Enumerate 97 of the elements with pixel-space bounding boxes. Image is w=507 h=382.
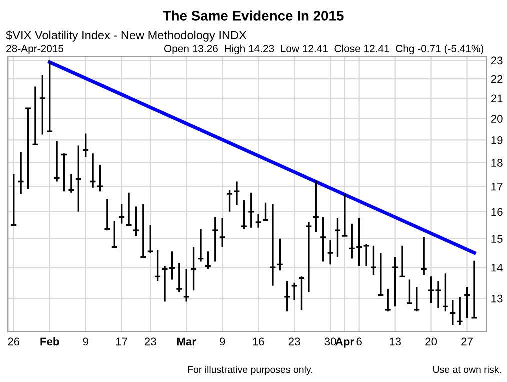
candlestick [46,62,54,132]
y-tick-label: 22 [491,75,503,84]
candlestick [125,192,133,226]
candlestick [176,262,183,294]
y-tick-label: 21 [491,94,503,103]
x-tick-label: 13 [390,338,402,346]
candlestick [276,238,284,272]
text: Use at own risk. [434,366,502,374]
candlestick [398,245,406,278]
candlestick [118,203,126,225]
x-tick-label: 23 [288,338,300,346]
candlestick [183,268,190,303]
y-tick-label: 13 [492,294,503,303]
x-tick-label: Feb [40,338,60,346]
candlestick [104,198,111,232]
candlestick [384,288,392,312]
chart-title: The Same Evidence In 2015 [162,10,344,21]
x-tick-label: 26 [8,338,20,346]
y-tick-label: 19 [492,136,503,144]
x-tick-label: 16 [253,338,264,346]
candlestick [96,164,104,192]
text: Open 13.26 High 14.23 Low 12.41 Close 12.41 Chg -0.71 (-5.41%) [164,44,484,55]
candlestick [10,174,18,226]
candlestick [334,218,342,258]
candlestick [348,223,356,260]
candlestick [190,246,198,292]
candlestick [219,218,226,248]
text: 28-Apr-2015 [6,45,64,55]
candlestick [362,244,370,267]
x-tick-label: Mar [177,338,196,346]
candlestick [39,74,46,136]
candlestick [392,256,399,308]
x-tick-label: 9 [220,338,226,346]
y-tick-label: 23 [491,56,503,65]
candlestick [341,193,349,237]
candlestick [434,280,442,310]
candlestick [305,222,313,294]
candlestick [233,180,241,206]
candlestick [140,203,147,258]
candlestick [356,218,363,267]
x-tick-label: 23 [144,338,156,346]
candlestick [248,192,255,229]
x-tick-label: 20 [426,338,438,346]
candlestick [298,276,306,311]
candlestick [32,86,40,146]
candlestick [147,224,154,254]
candlestick [320,216,327,263]
candlestick [240,200,248,230]
candlestick [269,203,277,287]
x-tick-label: 6 [356,338,362,346]
candlestick [24,108,32,190]
candlestick [284,280,291,312]
y-tick-label: 18 [492,159,503,167]
candlestick [326,239,334,266]
candlestick [470,260,478,319]
x-tick-label: 27 [462,338,473,346]
candlestick [68,174,76,194]
candlestick [17,152,25,195]
candlestick [377,252,384,296]
candlestick [89,152,97,189]
candlestick [161,265,169,303]
candlestick [111,220,118,248]
candlestick [262,202,270,222]
candlestick [449,299,456,326]
candlestick [406,278,414,304]
candlestick [132,206,140,237]
candlestick [456,296,464,326]
y-tick-label: 17 [492,183,503,191]
candlestick [420,236,428,276]
candlestick [82,132,90,158]
candlestick [464,286,471,320]
candlestick [75,144,82,213]
candlestick [168,250,176,281]
x-tick-label: 17 [116,338,128,346]
candlestick [413,286,420,312]
candlestick [212,216,219,263]
y-tick-label: 14 [492,264,503,272]
candlestick [154,249,162,282]
candlestick [226,190,234,213]
candlestick [60,152,68,192]
candlestick [53,140,61,183]
x-tick-label: 9 [83,338,88,346]
x-tick-label: Apr [336,338,354,348]
candlestick [290,282,298,302]
candlestick [204,250,212,270]
y-tick-label: 20 [491,115,503,123]
candlestick [197,228,205,263]
candlestick [312,180,320,233]
y-tick-label: 16 [492,208,503,216]
candlestick [442,272,450,312]
y-tick-label: 15 [492,235,503,243]
candlestick [428,276,435,304]
text: For illustrative purposes only. [188,366,312,376]
candlestick [370,245,378,276]
candlestick [255,214,262,229]
x-tick-label: 30 [324,338,336,346]
text: $VIX Volatility Index - New Methodology INDX [6,30,247,42]
